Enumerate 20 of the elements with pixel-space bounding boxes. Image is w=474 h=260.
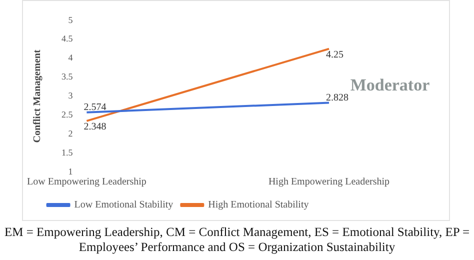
data-label: 2.348 (84, 122, 106, 133)
x-tick-label: High Empowering Leadership (268, 176, 390, 188)
y-tick-label: 1.5 (61, 147, 74, 158)
y-tick-label: 3 (68, 90, 74, 101)
y-tick-label: 4.5 (61, 34, 74, 44)
annotation: Moderator (350, 75, 430, 94)
y-tick-label: 4 (68, 52, 74, 63)
y-tick-label: 2 (68, 128, 73, 138)
y-tick-label: 5 (68, 14, 74, 25)
y-tick-label: 3.5 (61, 72, 74, 82)
x-tick-label: Low Empowering Leadership (26, 176, 146, 188)
y-tick-label: 1 (68, 166, 73, 176)
text: EM = Empowering Leadership, CM = Conflict Management, ES = Emotional Stability, EP = Employees’ Performance and OS = Organization Sustainability (3, 225, 471, 255)
y-tick-label: 2.5 (61, 110, 74, 120)
data-label: 4.25 (326, 49, 344, 60)
data-label: 2.574 (84, 102, 106, 113)
data-label: 2.828 (326, 92, 348, 104)
legend-label: Low Emotional Stability (74, 200, 174, 211)
legend-label: High Emotional Stability (208, 200, 309, 211)
y-axis-title: Conflict Management (32, 49, 44, 143)
